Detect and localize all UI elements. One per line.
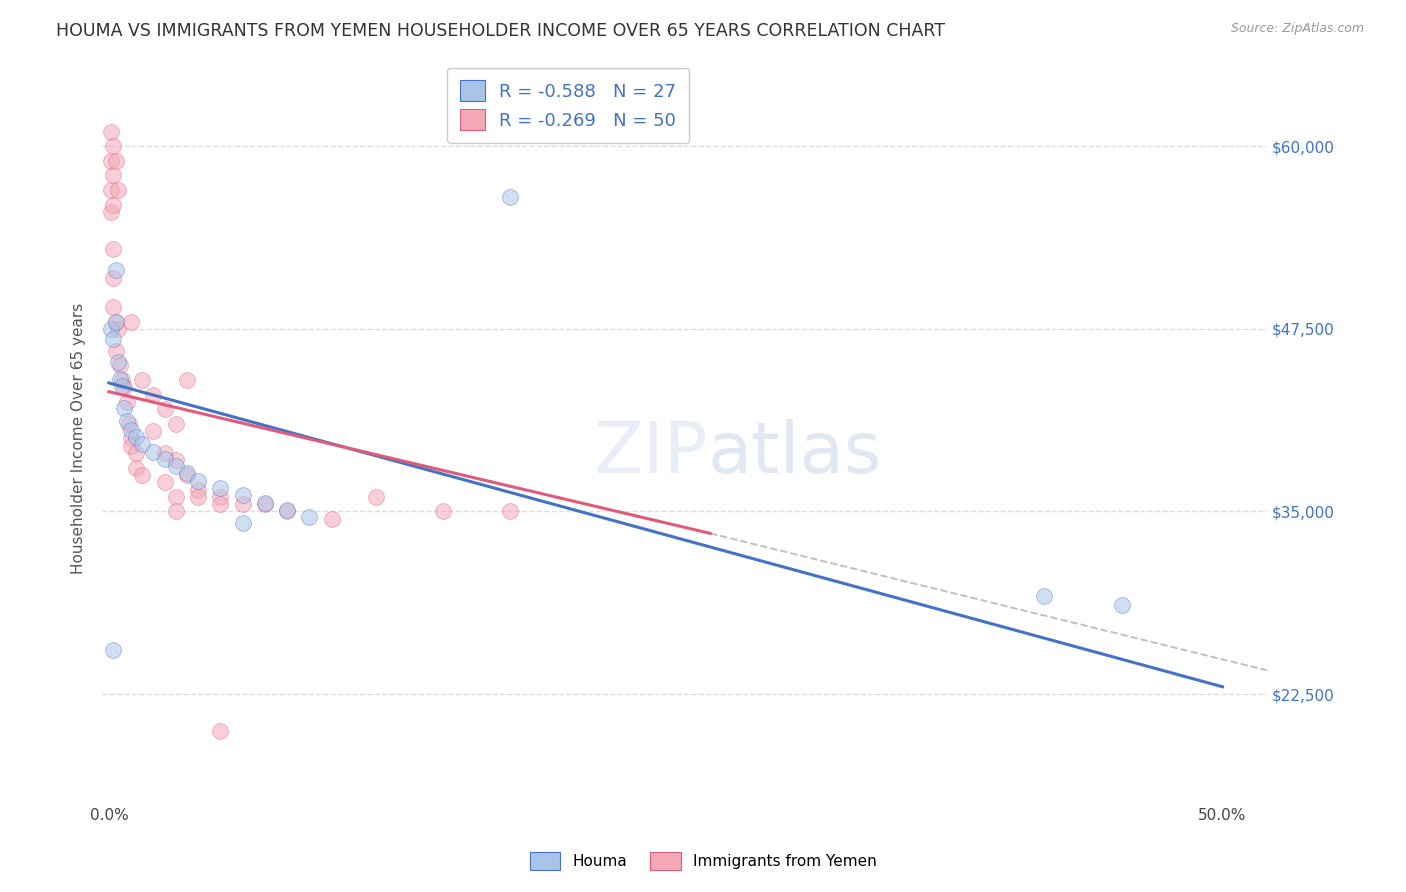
Point [115,395,138,409]
Point [100,322,122,336]
Point [153,402,176,417]
Point [103,197,125,211]
Point [120,423,142,437]
Point [253,496,276,510]
Point [276,503,298,517]
Point [107,183,129,197]
Point [108,371,131,385]
Point [231,497,253,511]
Point [103,169,125,183]
Point [253,497,276,511]
Point [499,190,522,204]
Point [153,475,176,490]
Point [107,355,129,369]
Point [366,490,388,504]
Point [103,242,125,256]
Point [1033,589,1056,603]
Point [165,490,187,504]
Point [153,446,176,460]
Point [103,139,125,153]
Point [124,430,146,444]
Legend: Houma, Immigrants from Yemen: Houma, Immigrants from Yemen [522,845,884,877]
Point [103,300,125,314]
Point [131,467,153,482]
Point [142,444,165,458]
Point [118,417,141,431]
Point [104,263,127,277]
Point [209,497,232,511]
Point [100,153,122,168]
Point [120,314,142,328]
Point [165,453,187,467]
Point [209,723,232,738]
Point [114,380,136,394]
Point [103,643,125,657]
Point [111,379,134,393]
Point [176,373,198,387]
Point [124,460,146,475]
Point [298,510,321,524]
Text: ZIP: ZIP [593,418,707,488]
Point [142,387,165,401]
Point [100,125,122,139]
Point [124,446,146,460]
Point [276,504,298,518]
Point [100,205,122,219]
Point [1111,598,1133,612]
Point [209,490,232,504]
Text: atlas: atlas [707,418,883,488]
Point [187,474,209,488]
Point [120,432,142,446]
Point [209,481,232,495]
Point [104,343,127,358]
Point [231,488,253,502]
Point [176,467,198,481]
Point [142,424,165,438]
Point [499,504,522,518]
Legend: R = -0.588   N = 27, R = -0.269   N = 50: R = -0.588 N = 27, R = -0.269 N = 50 [447,68,689,143]
Point [187,483,209,497]
Point [131,437,153,451]
Point [103,332,125,346]
Text: HOUMA VS IMMIGRANTS FROM YEMEN HOUSEHOLDER INCOME OVER 65 YEARS CORRELATION CHAR: HOUMA VS IMMIGRANTS FROM YEMEN HOUSEHOLD… [56,22,945,40]
Point [103,270,125,285]
Point [120,439,142,453]
Point [165,459,187,474]
Y-axis label: Householder Income Over 65 years: Householder Income Over 65 years [72,302,86,574]
Point [231,516,253,530]
Point [114,401,136,415]
Point [111,373,134,387]
Point [108,359,131,373]
Point [176,467,198,482]
Point [321,512,343,526]
Point [153,451,176,466]
Text: Source: ZipAtlas.com: Source: ZipAtlas.com [1230,22,1364,36]
Point [131,373,153,387]
Point [104,314,127,328]
Point [187,490,209,504]
Point [104,153,127,168]
Point [115,414,138,428]
Point [107,322,129,336]
Point [104,314,127,328]
Point [165,504,187,518]
Point [165,417,187,431]
Point [100,183,122,197]
Point [432,504,454,518]
